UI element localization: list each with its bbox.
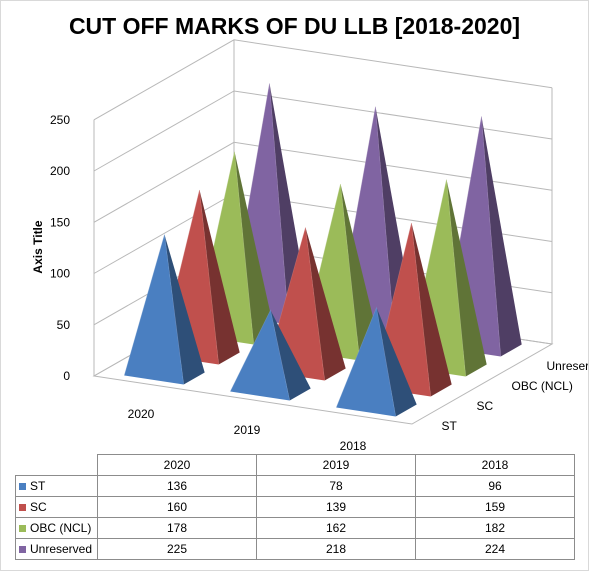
- gridline: [93, 39, 553, 121]
- table-header-row: 2020 2019 2018: [15, 454, 575, 476]
- table-value-cell: 178: [97, 517, 257, 539]
- table-value-cell: 162: [256, 517, 416, 539]
- table-series-cell: ST: [15, 475, 98, 497]
- table-value-cell: 136: [97, 475, 257, 497]
- y-tick-label: 200: [50, 164, 70, 178]
- table-corner-cell: [15, 454, 98, 476]
- x-category-label: 2018: [340, 439, 367, 451]
- gridline: [93, 90, 553, 172]
- pyramid-st-2020: [124, 234, 205, 385]
- x-category-label: 2019: [234, 423, 261, 437]
- table-value-cell: 96: [415, 475, 575, 497]
- table-row: SC 160 139 159: [15, 496, 575, 518]
- legend-key: [19, 483, 26, 491]
- depth-series-label: OBC (NCL): [512, 379, 573, 393]
- table-column-header: 2018: [415, 454, 575, 476]
- y-tick-label: 50: [57, 318, 71, 332]
- legend-key: [19, 525, 26, 533]
- table-row: Unreserved 225 218 224: [15, 538, 575, 560]
- table-row: ST 136 78 96: [15, 475, 575, 497]
- pyramid-marks: [124, 83, 522, 417]
- table-value-cell: 139: [256, 496, 416, 518]
- table-series-name: SC: [30, 500, 47, 514]
- y-tick-label: 250: [50, 113, 70, 127]
- table-series-cell: Unreserved: [15, 538, 98, 560]
- table-series-cell: OBC (NCL): [15, 517, 98, 539]
- table-value-cell: 78: [256, 475, 416, 497]
- depth-series-label: Unreserved: [547, 359, 589, 373]
- table-series-cell: SC: [15, 496, 98, 518]
- table-column-header: 2019: [256, 454, 416, 476]
- table-value-cell: 224: [415, 538, 575, 560]
- table-series-name: OBC (NCL): [30, 521, 92, 535]
- depth-series-label: ST: [442, 419, 458, 433]
- table-value-cell: 182: [415, 517, 575, 539]
- pyramid-st-2019: [230, 309, 311, 401]
- table-row: OBC (NCL) 178 162 182: [15, 517, 575, 539]
- legend-key: [19, 504, 26, 512]
- table-value-cell: 160: [97, 496, 257, 518]
- depth-series-label: SC: [477, 399, 494, 413]
- y-tick-label: 0: [63, 369, 70, 383]
- table-series-name: Unreserved: [30, 542, 93, 556]
- chart-title: CUT OFF MARKS OF DU LLB [2018-2020]: [68, 13, 521, 39]
- table-value-cell: 218: [256, 538, 416, 560]
- legend-key: [19, 546, 26, 554]
- x-category-label: 2020: [128, 407, 155, 421]
- table-value-cell: 159: [415, 496, 575, 518]
- y-axis-title: Axis Title: [31, 220, 45, 273]
- y-axis-ticks: 0 50 100 150 200 250: [50, 113, 70, 383]
- gridline: [93, 141, 553, 223]
- depth-axis-series-labels: ST SC OBC (NCL) Unreserved: [442, 359, 589, 433]
- pyramid-st-2018: [336, 306, 417, 417]
- x-axis-category-labels: 2020 2019 2018: [128, 407, 367, 451]
- table-series-name: ST: [30, 479, 46, 493]
- y-tick-label: 100: [50, 267, 70, 281]
- y-tick-label: 150: [50, 215, 70, 229]
- table-column-header: 2020: [97, 454, 257, 476]
- data-table: 2020 2019 2018 ST 136 78 96 SC 160 139 159 OBC (NCL…: [15, 454, 575, 560]
- table-value-cell: 225: [97, 538, 257, 560]
